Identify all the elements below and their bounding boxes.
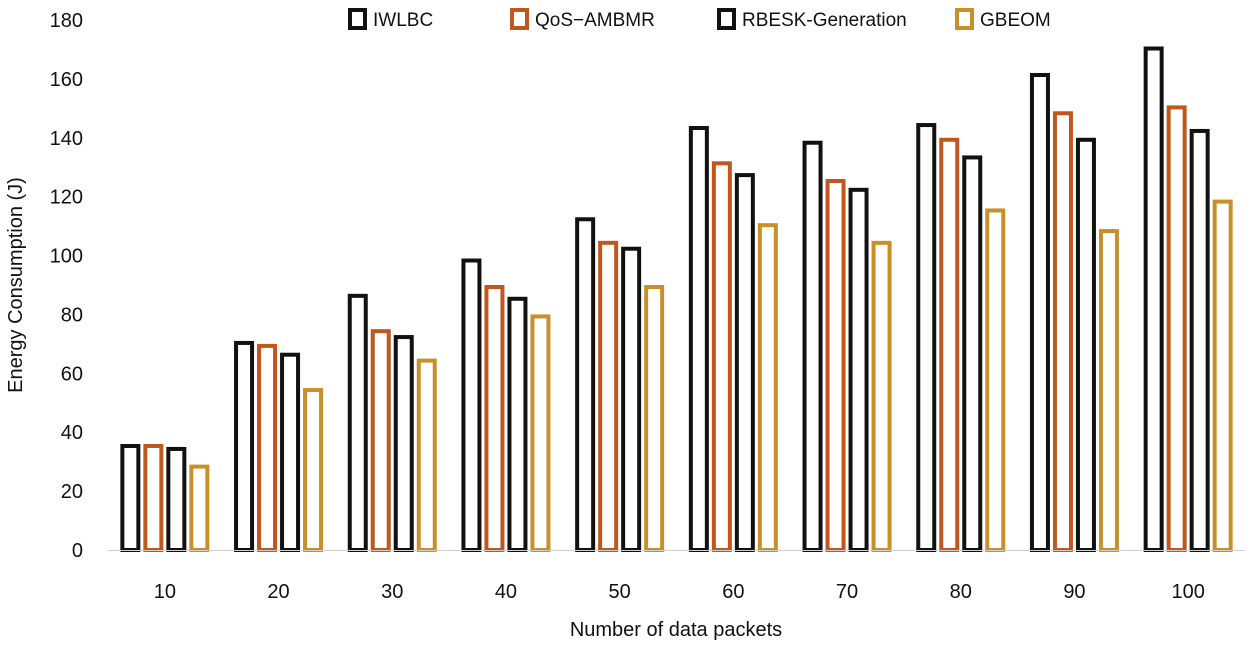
x-tick-label: 60 <box>722 581 744 603</box>
legend-swatch <box>348 8 367 30</box>
bar <box>802 140 823 552</box>
x-axis-label: Number of data packets <box>570 619 782 641</box>
bar <box>734 173 755 552</box>
x-tick-label: 70 <box>836 581 858 603</box>
y-tick-label: 60 <box>61 363 83 385</box>
bar <box>598 240 619 552</box>
bar <box>1143 46 1164 552</box>
x-tick-label: 10 <box>154 581 176 603</box>
bar <box>962 155 983 552</box>
bar <box>575 217 596 552</box>
y-axis-ticks: 0 20 40 60 80 100 120 140 160 180 <box>50 10 83 562</box>
bar <box>939 137 960 552</box>
bar <box>848 187 869 552</box>
x-tick-label: 40 <box>495 581 517 603</box>
bar <box>484 285 505 552</box>
y-tick-label: 120 <box>50 187 83 209</box>
bar <box>1212 199 1233 552</box>
bar <box>1052 111 1073 553</box>
bar <box>644 285 665 552</box>
bar <box>507 296 528 552</box>
bar <box>1189 128 1210 552</box>
bar <box>1075 137 1096 552</box>
bar <box>461 258 482 552</box>
legend-label: GBEOM <box>980 10 1051 31</box>
y-tick-label: 20 <box>61 481 83 503</box>
bar <box>688 126 709 552</box>
y-tick-label: 0 <box>72 540 83 562</box>
bar <box>416 358 437 552</box>
bar <box>1029 73 1050 552</box>
bar <box>189 464 210 552</box>
bar <box>234 340 255 553</box>
y-tick-label: 160 <box>50 69 83 91</box>
bar <box>143 444 164 552</box>
bar <box>825 179 846 552</box>
x-axis-ticks: 10 20 30 40 50 60 70 80 90 100 <box>154 581 1205 603</box>
legend-label: RBESK-Generation <box>742 10 907 31</box>
bar <box>711 161 732 552</box>
bar <box>370 329 391 552</box>
bar <box>1166 105 1187 552</box>
legend-swatch <box>510 8 529 30</box>
bar <box>916 123 937 553</box>
y-tick-label: 180 <box>50 10 83 32</box>
y-tick-label: 100 <box>50 246 83 268</box>
y-tick-label: 140 <box>50 128 83 150</box>
bar <box>347 293 368 553</box>
bar <box>985 208 1006 552</box>
legend-swatch <box>955 8 974 30</box>
x-tick-label: 50 <box>609 581 631 603</box>
legend-label: IWLBC <box>373 10 433 31</box>
bar <box>393 335 414 552</box>
x-tick-label: 20 <box>267 581 289 603</box>
x-tick-label: 90 <box>1063 581 1085 603</box>
y-tick-label: 40 <box>61 422 83 444</box>
legend-label: QoS−AMBMR <box>535 10 655 31</box>
bar <box>257 343 278 552</box>
x-tick-label: 80 <box>950 581 972 603</box>
bar <box>120 444 141 552</box>
x-tick-label: 100 <box>1171 581 1204 603</box>
bar <box>871 240 892 552</box>
y-tick-label: 80 <box>61 304 83 326</box>
bar <box>530 314 551 553</box>
bar <box>757 223 778 553</box>
bar-groups <box>120 46 1233 553</box>
x-tick-label: 30 <box>381 581 403 603</box>
legend-swatch <box>717 8 736 30</box>
bar <box>1098 229 1119 553</box>
bar <box>303 388 324 552</box>
bar <box>621 246 642 552</box>
legend: IWLBC QoS−AMBMR RBESK-Generation GBEOM <box>348 8 1051 31</box>
bar <box>280 352 301 552</box>
bar <box>166 446 187 553</box>
y-axis-label: Energy Consumption (J) <box>5 177 27 393</box>
